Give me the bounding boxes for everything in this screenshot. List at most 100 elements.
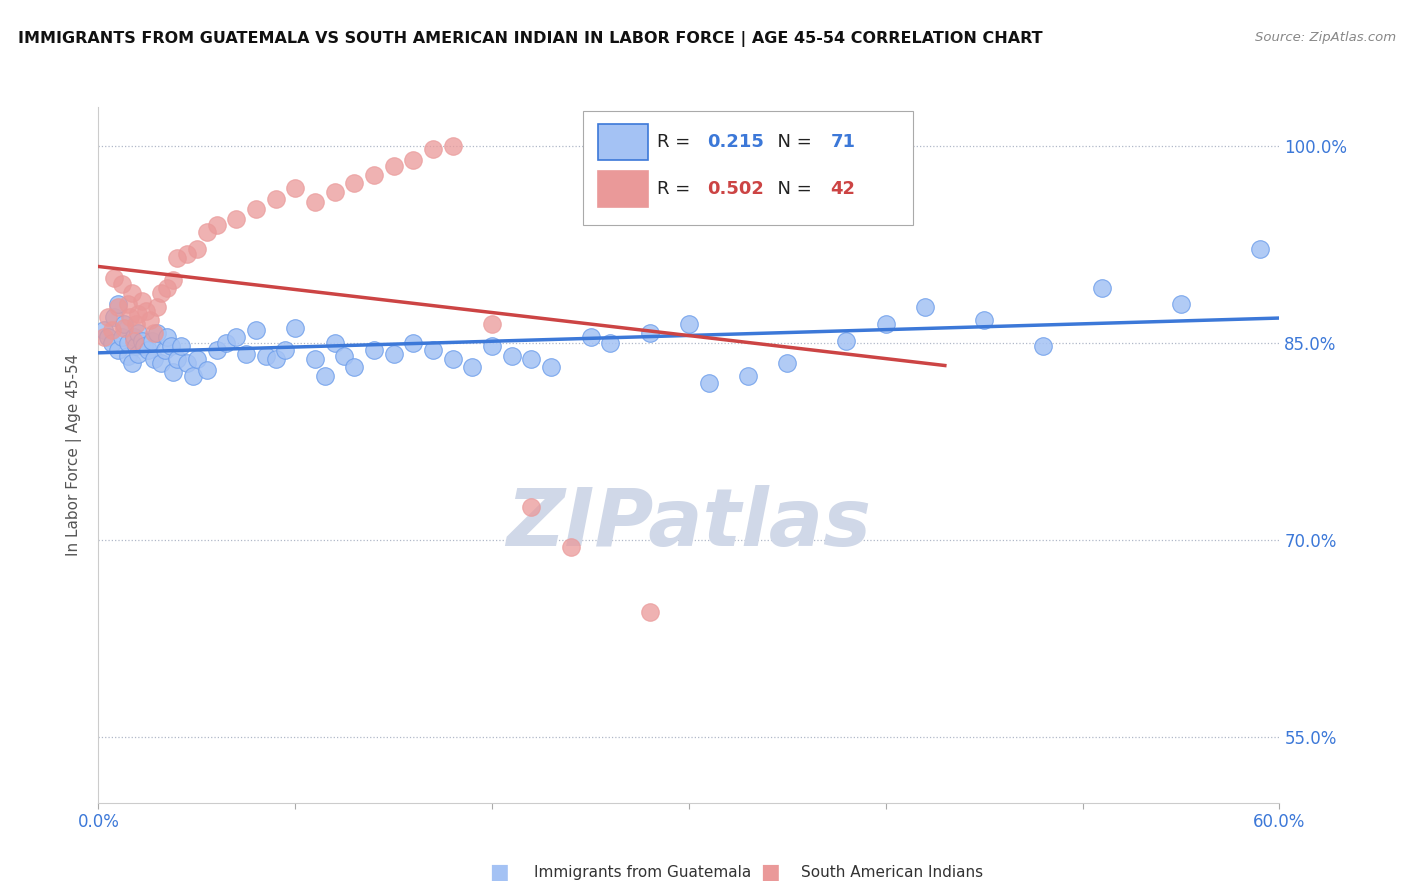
Text: R =: R = xyxy=(657,133,696,151)
Point xyxy=(333,350,356,364)
Point xyxy=(127,326,149,340)
Point xyxy=(127,347,149,361)
Point xyxy=(117,350,139,364)
Point xyxy=(1170,297,1192,311)
Point xyxy=(441,352,464,367)
Point xyxy=(540,359,562,374)
Point xyxy=(122,330,145,344)
Point xyxy=(166,352,188,367)
Point xyxy=(1091,281,1114,295)
Point xyxy=(461,359,484,374)
Point xyxy=(181,369,204,384)
Point xyxy=(481,339,503,353)
Point xyxy=(225,211,247,226)
Text: 0.502: 0.502 xyxy=(707,180,763,198)
Point xyxy=(117,336,139,351)
Point xyxy=(155,343,177,357)
Point xyxy=(215,336,238,351)
Point xyxy=(195,362,218,376)
Point xyxy=(127,308,149,322)
Point xyxy=(284,320,307,334)
Text: Source: ZipAtlas.com: Source: ZipAtlas.com xyxy=(1256,31,1396,45)
Point xyxy=(103,270,125,285)
Point xyxy=(481,317,503,331)
Point xyxy=(323,336,346,351)
Point xyxy=(107,343,129,357)
Point xyxy=(343,176,366,190)
Point xyxy=(382,347,405,361)
Point xyxy=(914,300,936,314)
Point xyxy=(422,343,444,357)
Point xyxy=(156,281,179,295)
Point xyxy=(441,139,464,153)
Point xyxy=(1032,339,1054,353)
Point xyxy=(160,339,183,353)
Point xyxy=(343,359,366,374)
Point xyxy=(225,330,247,344)
Point xyxy=(737,369,759,384)
Point xyxy=(146,326,169,340)
Point xyxy=(1249,242,1271,256)
Point xyxy=(101,336,124,351)
Text: 42: 42 xyxy=(831,180,856,198)
Point xyxy=(264,352,287,367)
Text: N =: N = xyxy=(766,180,817,198)
Point xyxy=(314,369,336,384)
Point xyxy=(697,376,720,390)
Point xyxy=(638,326,661,340)
Text: Immigrants from Guatemala: Immigrants from Guatemala xyxy=(534,865,752,880)
Point xyxy=(125,339,148,353)
Point xyxy=(599,336,621,351)
Point xyxy=(131,334,153,348)
Point xyxy=(107,297,129,311)
Point xyxy=(205,218,228,232)
Point xyxy=(118,310,141,324)
Point xyxy=(166,251,188,265)
Point xyxy=(176,247,198,261)
Point xyxy=(402,336,425,351)
Text: R =: R = xyxy=(657,180,696,198)
Point xyxy=(274,343,297,357)
Point xyxy=(186,352,208,367)
Text: ZIPatlas: ZIPatlas xyxy=(506,485,872,564)
Point xyxy=(245,202,267,217)
Point xyxy=(125,317,148,331)
Point xyxy=(162,365,184,379)
Point xyxy=(135,303,157,318)
Text: N =: N = xyxy=(766,133,817,151)
Point xyxy=(121,286,143,301)
Point xyxy=(107,300,129,314)
Point xyxy=(112,317,135,331)
Point xyxy=(122,334,145,348)
Point xyxy=(776,356,799,370)
Point xyxy=(235,347,257,361)
Y-axis label: In Labor Force | Age 45-54: In Labor Force | Age 45-54 xyxy=(66,354,83,556)
Point xyxy=(138,312,160,326)
Point xyxy=(875,317,897,331)
Point xyxy=(973,312,995,326)
Point xyxy=(146,300,169,314)
Point xyxy=(162,273,184,287)
Point xyxy=(111,330,134,344)
Point xyxy=(195,225,218,239)
Point xyxy=(176,356,198,370)
Text: 71: 71 xyxy=(831,133,856,151)
Point xyxy=(560,540,582,554)
Point xyxy=(97,330,120,344)
Point xyxy=(150,356,173,370)
Text: ■: ■ xyxy=(761,863,780,882)
Point xyxy=(132,339,155,353)
Point xyxy=(422,142,444,156)
Text: IMMIGRANTS FROM GUATEMALA VS SOUTH AMERICAN INDIAN IN LABOR FORCE | AGE 45-54 CO: IMMIGRANTS FROM GUATEMALA VS SOUTH AMERI… xyxy=(18,31,1043,47)
Point xyxy=(284,181,307,195)
Point xyxy=(520,352,543,367)
Point xyxy=(170,339,193,353)
Point xyxy=(205,343,228,357)
FancyBboxPatch shape xyxy=(598,124,648,160)
Point xyxy=(111,277,134,292)
Point xyxy=(402,153,425,167)
FancyBboxPatch shape xyxy=(598,171,648,207)
Point xyxy=(131,294,153,309)
Point xyxy=(638,606,661,620)
Point xyxy=(156,330,179,344)
